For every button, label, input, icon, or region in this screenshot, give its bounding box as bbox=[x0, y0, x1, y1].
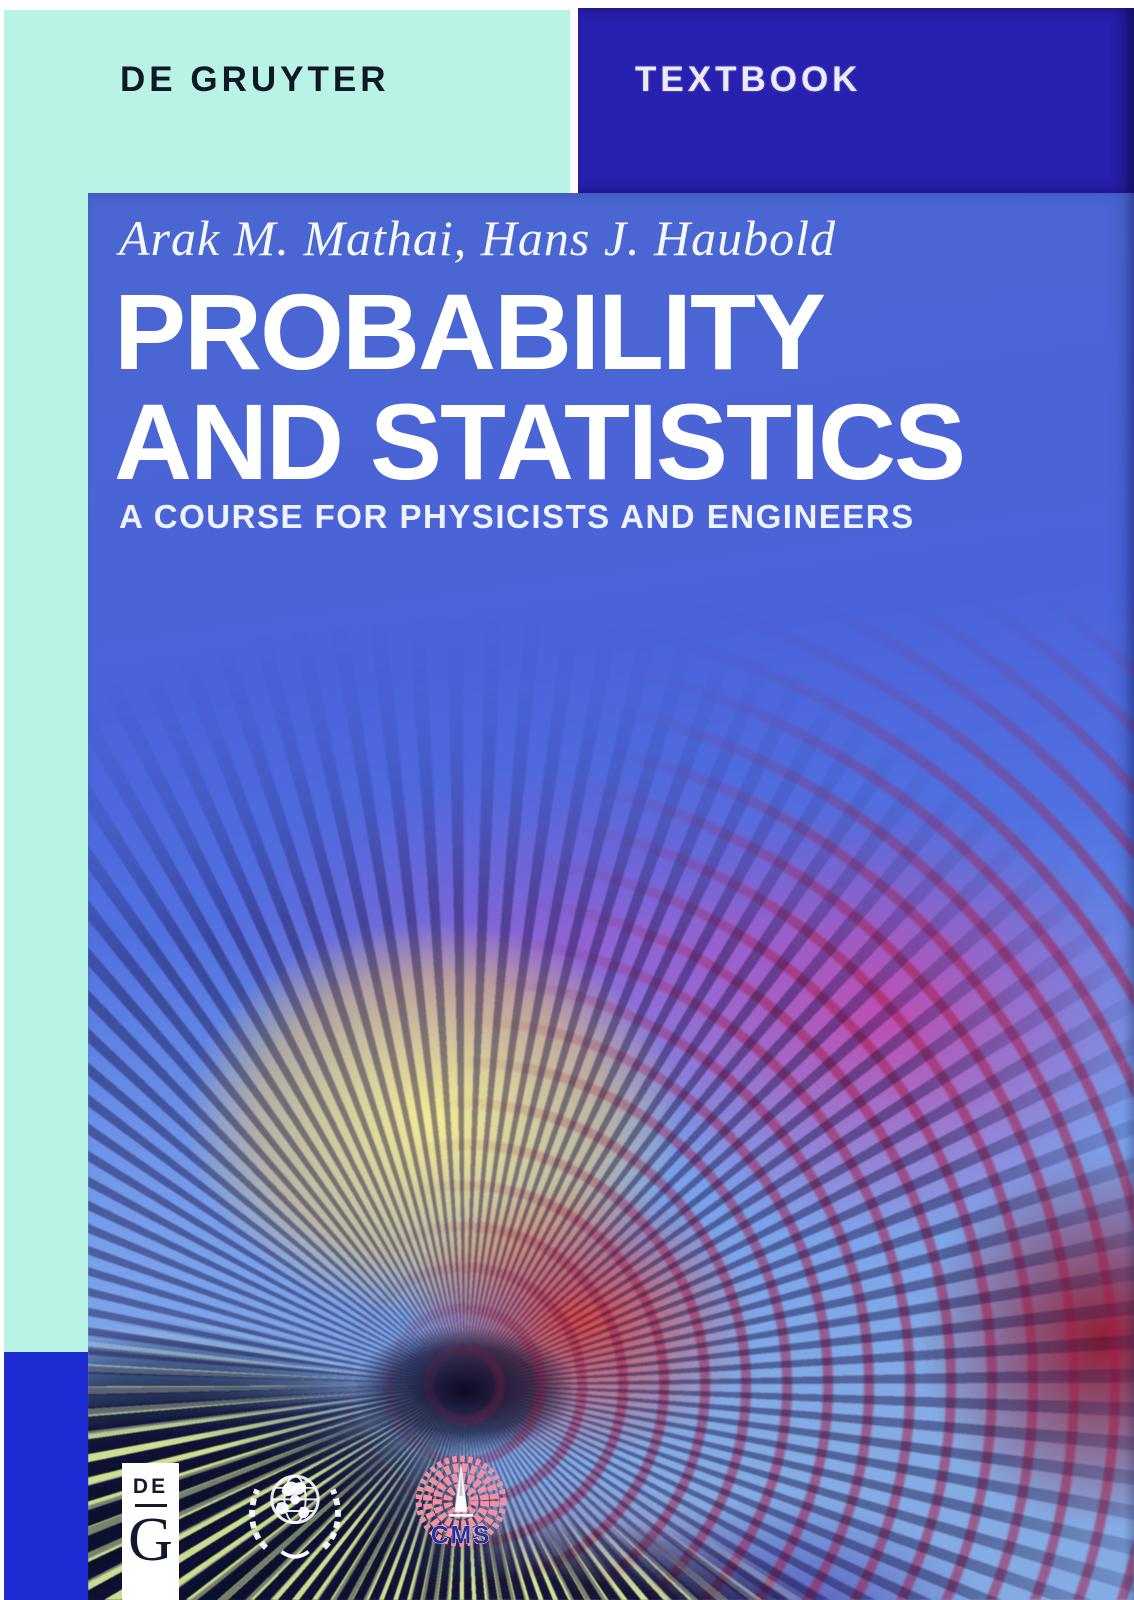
right-edge-shade bbox=[1124, 8, 1134, 1600]
cms-tower-mark bbox=[448, 1464, 474, 1517]
publisher-wordmark: DE GRUYTER bbox=[120, 60, 390, 99]
spiral-spoke-lines bbox=[88, 600, 1134, 1600]
series-band bbox=[578, 8, 1134, 193]
cover-panel: Arak M. Mathai, Hans J. Haubold PROBABIL… bbox=[88, 193, 1134, 1600]
book-subtitle: A COURSE FOR PHYSICISTS AND ENGINEERS bbox=[119, 498, 915, 535]
book-title: PROBABILITY AND STATISTICS bbox=[114, 271, 966, 502]
de-gruyter-logo-de: DE bbox=[132, 1475, 169, 1498]
cms-logo: CMS bbox=[415, 1455, 507, 1550]
spiral-artwork bbox=[88, 600, 1134, 1600]
de-gruyter-logo-g: G bbox=[128, 1506, 173, 1574]
de-gruyter-logo-rule bbox=[134, 1504, 167, 1507]
series-label: TEXTBOOK bbox=[635, 60, 862, 99]
book-title-line2: AND STATISTICS bbox=[114, 381, 966, 502]
book-title-line1: PROBABILITY bbox=[114, 271, 826, 392]
left-blue-block bbox=[4, 1352, 88, 1600]
de-gruyter-logo: DE G bbox=[122, 1463, 179, 1600]
authors-line: Arak M. Mathai, Hans J. Haubold bbox=[119, 210, 837, 266]
united-nations-logo bbox=[249, 1474, 341, 1559]
un-globe-continents bbox=[275, 1481, 310, 1519]
cms-logo-label: CMS bbox=[431, 1523, 491, 1550]
